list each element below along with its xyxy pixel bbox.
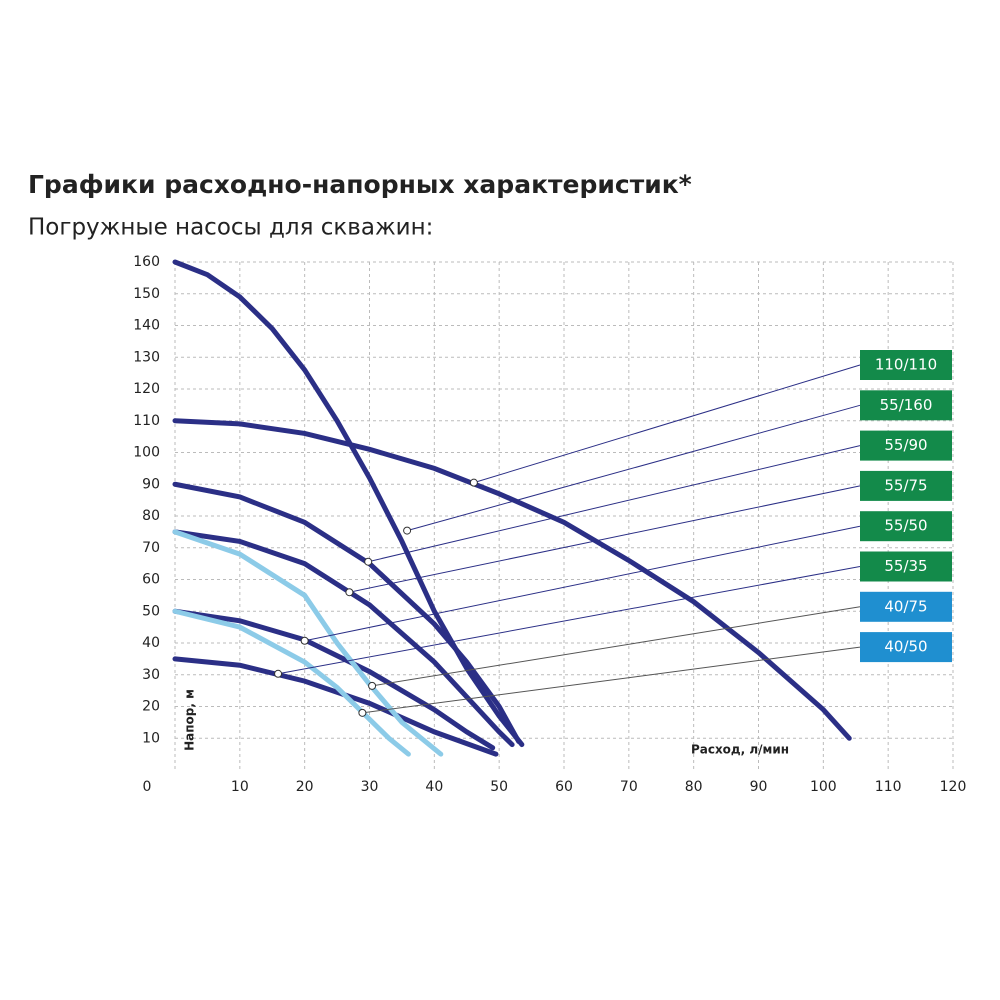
x-tick-label: 40 [425, 779, 443, 795]
leader-line [372, 606, 861, 687]
chart-subtitle: Погружные насосы для скважин: [28, 215, 433, 241]
marker [300, 636, 309, 645]
series-line [172, 656, 499, 757]
series-line [172, 529, 444, 757]
series-line [172, 608, 496, 751]
legend-box [860, 470, 952, 501]
legend-box [860, 632, 952, 663]
legend-label: 110/110 [875, 356, 937, 374]
y-tick-label: 120 [133, 381, 160, 397]
legend-box [860, 551, 952, 582]
y-tick-label: 30 [142, 667, 160, 683]
series-line [172, 481, 522, 744]
y-tick-label: 10 [142, 730, 160, 746]
marker [274, 669, 283, 678]
marker [345, 588, 354, 597]
y-axis-title: Напор, м [183, 689, 197, 751]
x-tick-label: 80 [685, 779, 703, 795]
y-tick-label: 20 [142, 699, 160, 715]
x-tick-label: 100 [810, 779, 837, 795]
leader-line [362, 646, 861, 714]
leader-line [473, 364, 861, 484]
y-tick-label: 100 [133, 445, 160, 461]
x-tick-label: 110 [875, 779, 902, 795]
x-tick-label: 60 [555, 779, 573, 795]
leader-line [349, 485, 861, 593]
x-tick-label: 120 [940, 779, 967, 795]
x-tick-label: 50 [490, 779, 508, 795]
legend-box [860, 430, 952, 461]
legend-label: 55/75 [884, 476, 927, 494]
y-tick-label: 50 [142, 603, 160, 619]
series-line [172, 529, 515, 748]
leader-line [368, 445, 861, 563]
legend-box [860, 350, 952, 380]
marker [364, 557, 373, 566]
legend-label: 55/35 [884, 557, 927, 575]
series-line [172, 259, 525, 748]
leader-line [304, 525, 861, 642]
y-tick-label: 130 [133, 349, 160, 365]
marker [469, 478, 478, 487]
legend-label: 55/160 [880, 396, 933, 414]
series-line [172, 608, 411, 757]
x-tick-label: 10 [231, 779, 249, 795]
marker [368, 681, 377, 690]
x-tick-label: 30 [361, 779, 379, 795]
leader-line [406, 404, 861, 532]
chart-title: Графики расходно-напорных характеристик* [28, 170, 692, 199]
x-tick-label: 90 [750, 779, 768, 795]
y-tick-label: 60 [142, 572, 160, 588]
legend-label: 55/50 [884, 517, 927, 535]
y-tick-label: 140 [133, 318, 160, 334]
series-line [172, 418, 852, 741]
x-tick-label: 0 [143, 779, 152, 795]
x-axis-title: Расход, л/мин [691, 743, 789, 757]
legend-label: 40/50 [884, 638, 927, 656]
y-tick-label: 40 [142, 635, 160, 651]
leader-line [277, 566, 861, 675]
x-tick-label: 20 [296, 779, 314, 795]
legend-box [860, 511, 952, 542]
marker [358, 708, 367, 717]
y-tick-label: 160 [133, 254, 160, 270]
y-tick-label: 70 [142, 540, 160, 556]
y-tick-label: 110 [133, 413, 160, 429]
y-tick-label: 80 [142, 508, 160, 524]
x-tick-label: 70 [620, 779, 638, 795]
legend-box [860, 390, 952, 421]
legend-box [860, 591, 952, 622]
y-tick-label: 150 [133, 286, 160, 302]
y-tick-label: 90 [142, 476, 160, 492]
marker [403, 526, 412, 535]
legend-label: 55/90 [884, 436, 927, 454]
legend-label: 40/75 [884, 597, 927, 615]
